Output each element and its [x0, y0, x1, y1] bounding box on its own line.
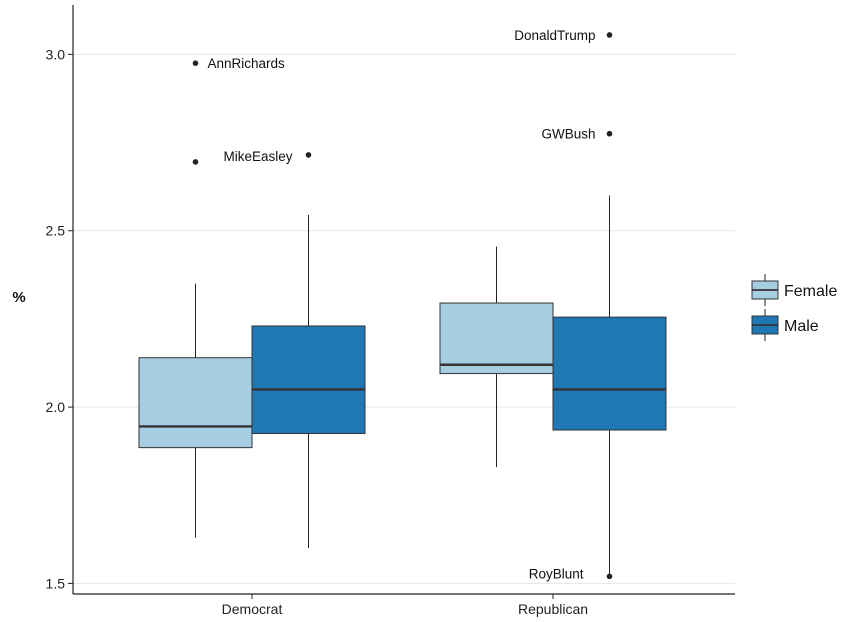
box-layer: [138, 195, 667, 577]
legend-item-male: Male: [751, 309, 819, 341]
outlier-label: DonaldTrump: [514, 28, 595, 43]
outlier-layer: AnnRichards MikeEasley DonaldTrump GWBush Ro…: [192, 28, 613, 581]
box-body: [552, 316, 667, 431]
box-female-democrat: [138, 283, 253, 538]
box-female-republican: [439, 246, 554, 468]
legend-item-female: Female: [751, 274, 837, 306]
y-tick-label: 2.5: [46, 223, 66, 239]
legend-label: Male: [784, 318, 819, 335]
box-body: [138, 357, 253, 449]
x-tick-label: Democrat: [222, 601, 283, 617]
box-body: [439, 302, 554, 375]
box-male-republican: [552, 195, 667, 577]
outlier-point: [305, 152, 312, 158]
y-axis-label: %: [12, 289, 25, 306]
axes: [72, 5, 735, 595]
x-tick-label: Republican: [518, 601, 588, 617]
legend: Female Male: [751, 274, 837, 341]
x-ticks: Democrat Republican: [222, 594, 588, 617]
outlier-point: [606, 32, 613, 38]
outlier-label: MikeEasley: [223, 149, 292, 164]
outlier-label: RoyBlunt: [529, 566, 584, 581]
box-male-democrat: [251, 214, 366, 549]
outlier-point: [606, 130, 613, 137]
legend-label: Female: [784, 283, 837, 300]
y-ticks: 1.5 2.0 2.5 3.0: [46, 46, 73, 591]
outlier-label: AnnRichards: [208, 56, 286, 71]
box-body: [251, 325, 366, 435]
outlier-point: [606, 573, 613, 580]
y-tick-label: 3.0: [46, 46, 66, 62]
outlier-point: [192, 159, 199, 165]
y-tick-label: 2.0: [46, 399, 66, 415]
y-tick-label: 1.5: [46, 575, 66, 591]
outlier-point: [192, 60, 199, 66]
outlier-label: GWBush: [541, 127, 595, 142]
